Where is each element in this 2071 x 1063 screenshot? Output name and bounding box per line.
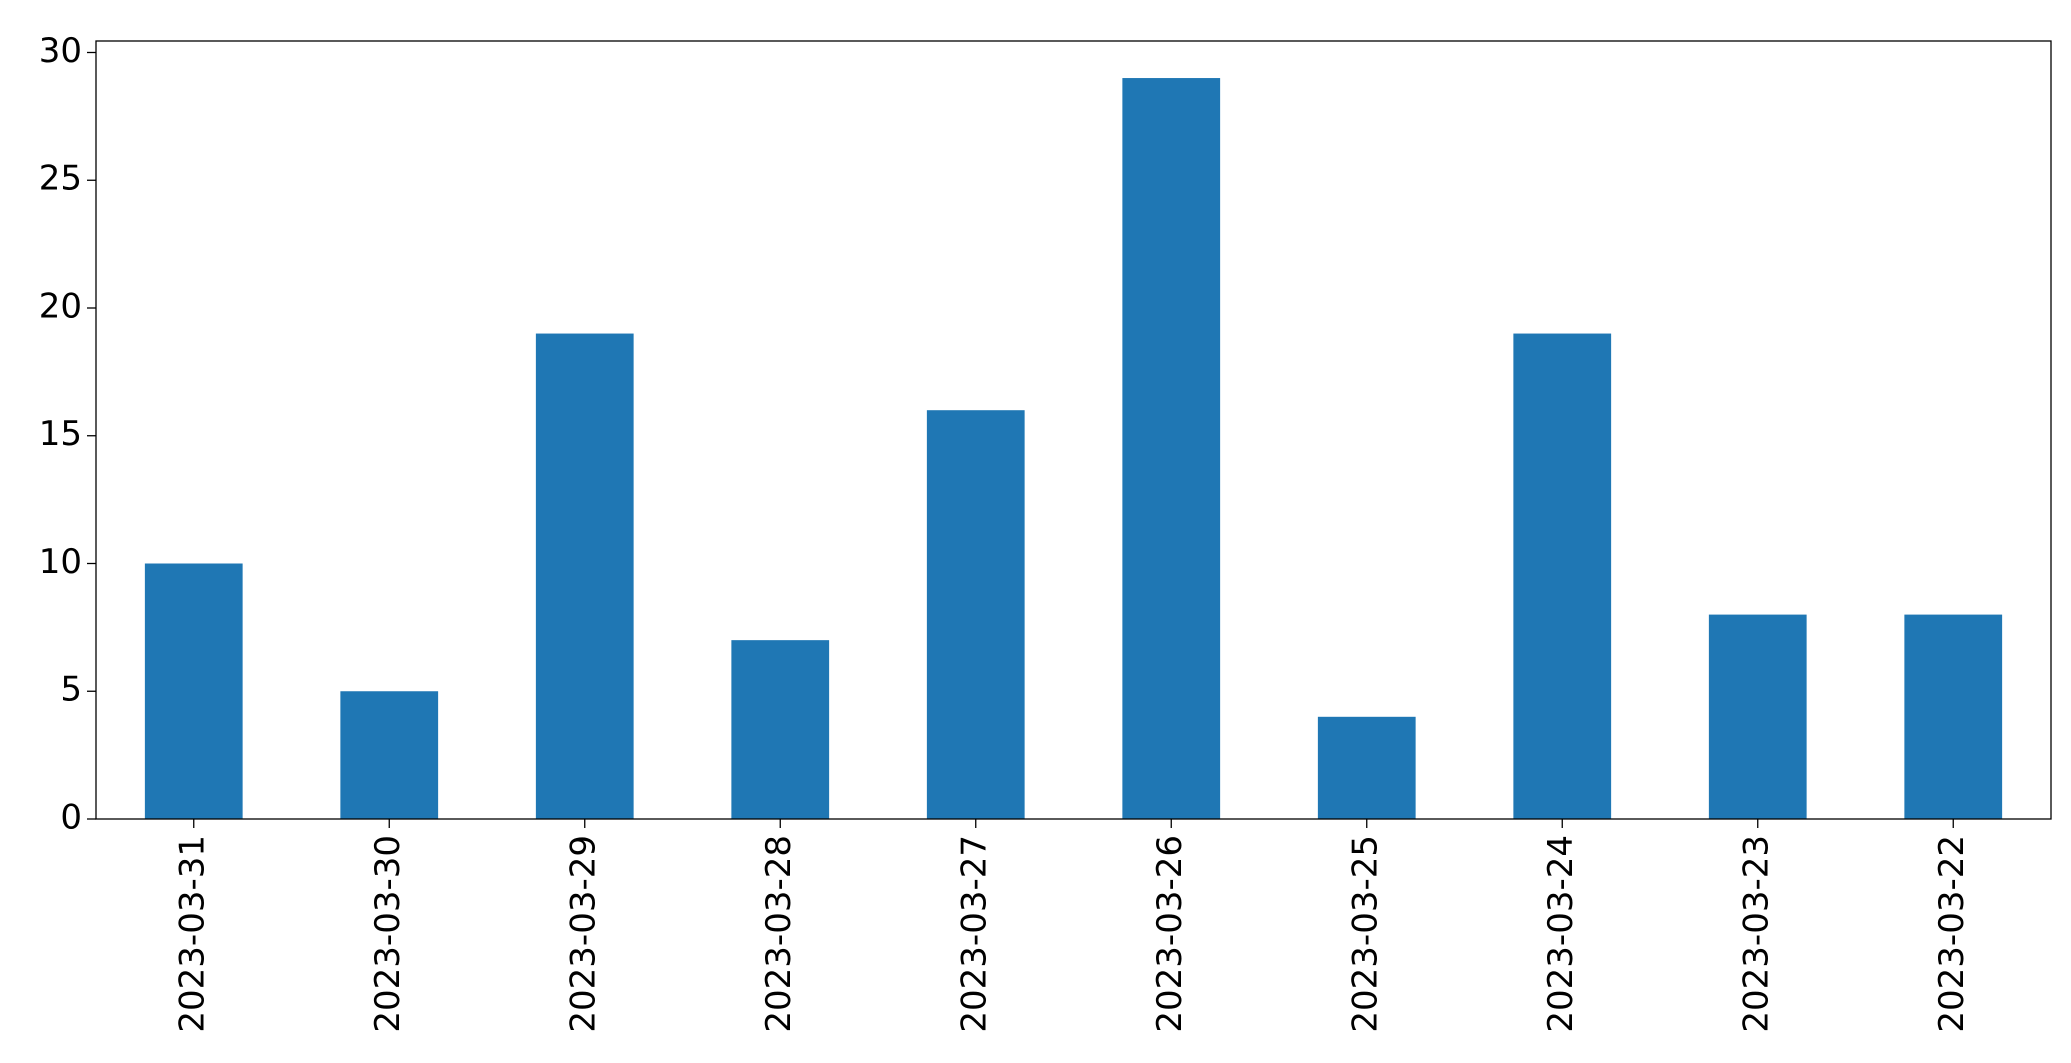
bar xyxy=(926,410,1025,819)
bar xyxy=(1122,78,1221,820)
bar xyxy=(731,640,830,819)
bar xyxy=(340,691,439,819)
bar xyxy=(1708,614,1807,819)
plot-frame xyxy=(95,40,2052,820)
x-tick-label: 2023-03-25 xyxy=(1345,835,1385,1033)
x-tick-label: 2023-03-22 xyxy=(1932,835,1972,1033)
x-tick-label: 2023-03-23 xyxy=(1736,835,1776,1033)
y-tick-label: 5 xyxy=(60,670,82,710)
bar xyxy=(535,333,634,819)
y-tick-label: 30 xyxy=(39,31,82,71)
x-tick-label: 2023-03-27 xyxy=(954,835,994,1033)
x-tick-label: 2023-03-28 xyxy=(759,835,799,1033)
x-tick-label: 2023-03-31 xyxy=(172,835,212,1033)
x-tick-label: 2023-03-24 xyxy=(1541,835,1581,1033)
y-tick-label: 25 xyxy=(39,159,82,199)
y-tick-label: 0 xyxy=(60,798,82,838)
x-tick-label: 2023-03-26 xyxy=(1150,835,1190,1033)
y-tick-label: 15 xyxy=(39,414,82,454)
bar xyxy=(144,563,243,819)
bar xyxy=(1513,333,1612,819)
y-tick-label: 20 xyxy=(39,286,82,326)
y-tick-label: 10 xyxy=(39,542,82,582)
x-tick-label: 2023-03-29 xyxy=(563,835,603,1033)
bar xyxy=(1904,614,2003,819)
bar xyxy=(1317,716,1416,819)
x-tick-label: 2023-03-30 xyxy=(368,835,408,1033)
